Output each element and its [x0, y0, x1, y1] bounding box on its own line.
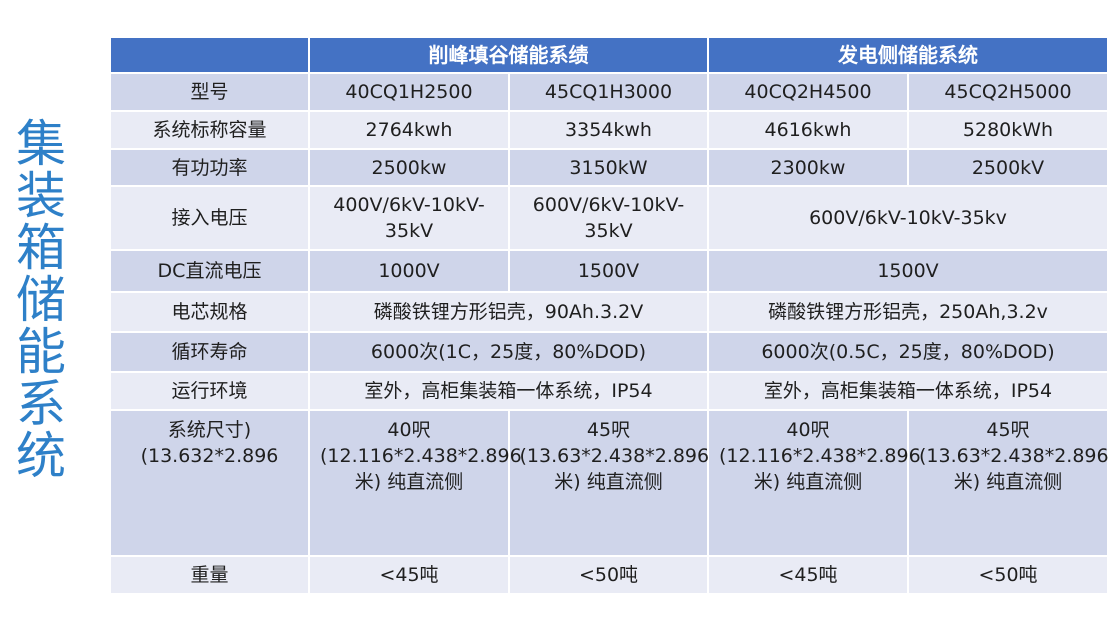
- side-title-char: 装: [16, 167, 66, 225]
- side-title: 集 装 箱 储 能 系 统: [8, 118, 74, 482]
- table-row: 接入电压 400V/6kV-10kV-35kV 600V/6kV-10kV-35…: [109, 185, 1109, 251]
- table-cell: 4616kwh: [707, 110, 909, 150]
- table-cell: 45呎 (13.63*2.438*2.896米) 纯直流侧: [907, 409, 1109, 557]
- row-label-line: (13.632*2.896: [140, 445, 279, 467]
- cell-text: 45呎 (13.63*2.438*2.896米) 纯直流侧: [919, 419, 1109, 493]
- table-cell: 2764kwh: [308, 110, 510, 150]
- row-label: 重量: [109, 555, 310, 595]
- row-label: DC直流电压: [109, 249, 310, 293]
- side-title-char: 储: [16, 271, 66, 329]
- table-cell: 室外，高柜集装箱一体系统，IP54: [308, 371, 709, 411]
- row-label-line: 系统尺寸): [167, 419, 252, 441]
- cell-text: 400V/6kV-10kV-35kV: [333, 194, 485, 242]
- table-row: 循环寿命 6000次(1C，25度，80%DOD) 6000次(0.5C，25度…: [109, 331, 1109, 373]
- cell-text: 600V/6kV-10kV-35kV: [532, 194, 685, 242]
- row-label: 运行环境: [109, 371, 310, 411]
- side-title-char: 系: [16, 375, 66, 433]
- table-cell: 2300kw: [707, 148, 909, 187]
- table-cell: 40呎 (12.116*2.438*2.896米) 纯直流侧: [707, 409, 921, 557]
- row-label: 电芯规格: [109, 291, 310, 333]
- side-title-char: 箱: [16, 219, 66, 277]
- table-cell: 45呎 (13.63*2.438*2.896米) 纯直流侧: [508, 409, 710, 557]
- table-row: 型号 40CQ1H2500 45CQ1H3000 40CQ2H4500 45CQ…: [109, 72, 1109, 112]
- side-title-char: 统: [16, 427, 66, 485]
- table-cell: 室外，高柜集装箱一体系统，IP54: [707, 371, 1109, 411]
- table-row: 运行环境 室外，高柜集装箱一体系统，IP54 室外，高柜集装箱一体系统，IP54: [109, 371, 1109, 411]
- table-cell: 磷酸铁锂方形铝壳，250Ah,3.2v: [707, 291, 1109, 333]
- table-row: 重量 <45吨 <50吨 <45吨 <50吨: [109, 555, 1109, 595]
- row-label: 型号: [109, 72, 310, 112]
- header-group-peak-shaving: 削峰填谷储能系绩: [308, 36, 709, 74]
- header-row: 削峰填谷储能系绩 发电侧储能系统: [109, 36, 1109, 74]
- table-cell: 400V/6kV-10kV-35kV: [308, 185, 510, 251]
- table-cell: 45CQ2H5000: [907, 72, 1109, 112]
- table-cell: 45CQ1H3000: [508, 72, 709, 112]
- table-row: 系统标称容量 2764kwh 3354kwh 4616kwh 5280kWh: [109, 110, 1109, 150]
- table-cell: 600V/6kV-10kV-35kV: [508, 185, 709, 251]
- side-title-char: 能: [16, 323, 66, 381]
- row-label: 接入电压: [109, 185, 310, 251]
- table-row: 有功功率 2500kw 3150kW 2300kw 2500kV: [109, 148, 1109, 187]
- table-row: 电芯规格 磷酸铁锂方形铝壳，90Ah.3.2V 磷酸铁锂方形铝壳，250Ah,3…: [109, 291, 1109, 333]
- row-label: 有功功率: [109, 148, 310, 187]
- table-cell: 6000次(0.5C，25度，80%DOD): [707, 331, 1109, 373]
- table-cell: 40CQ2H4500: [707, 72, 909, 112]
- table-cell: 2500kw: [308, 148, 510, 187]
- table-cell: <50吨: [508, 555, 709, 595]
- table-cell: 40CQ1H2500: [308, 72, 510, 112]
- table-cell: 3354kwh: [508, 110, 709, 150]
- table-cell: 磷酸铁锂方形铝壳，90Ah.3.2V: [308, 291, 709, 333]
- cell-text: 40呎 (12.116*2.438*2.896米) 纯直流侧: [320, 419, 522, 493]
- row-label: 循环寿命: [109, 331, 310, 373]
- table-cell: 6000次(1C，25度，80%DOD): [308, 331, 709, 373]
- table-row: DC直流电压 1000V 1500V 1500V: [109, 249, 1109, 293]
- table-cell: 5280kWh: [907, 110, 1109, 150]
- table-cell: 40呎 (12.116*2.438*2.896米) 纯直流侧: [308, 409, 522, 557]
- row-label: 系统尺寸) (13.632*2.896: [109, 409, 310, 557]
- side-title-char: 集: [16, 115, 66, 173]
- cell-text: 40呎 (12.116*2.438*2.896米) 纯直流侧: [719, 419, 921, 493]
- table-cell: 2500kV: [907, 148, 1109, 187]
- cell-text: 45呎 (13.63*2.438*2.896米) 纯直流侧: [519, 419, 710, 493]
- table-cell: 3150kW: [508, 148, 709, 187]
- header-empty-cell: [109, 36, 310, 74]
- table-cell: 1000V: [308, 249, 510, 293]
- table-row: 系统尺寸) (13.632*2.896 40呎 (12.116*2.438*2.…: [109, 409, 1109, 557]
- spec-table: 削峰填谷储能系绩 发电侧储能系统 型号 40CQ1H2500 45CQ1H300…: [109, 36, 1109, 595]
- table-cell: 1500V: [508, 249, 709, 293]
- header-group-generation-side: 发电侧储能系统: [707, 36, 1109, 74]
- table-cell: <45吨: [308, 555, 510, 595]
- table-cell: 600V/6kV-10kV-35kv: [707, 185, 1109, 251]
- table-cell: <50吨: [907, 555, 1109, 595]
- table-cell: 1500V: [707, 249, 1109, 293]
- row-label: 系统标称容量: [109, 110, 310, 150]
- table-cell: <45吨: [707, 555, 909, 595]
